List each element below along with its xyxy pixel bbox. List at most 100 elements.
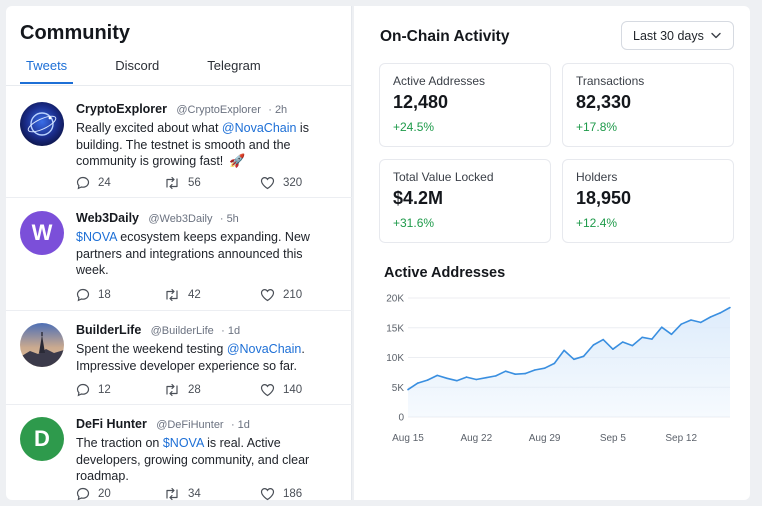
mention-link[interactable]: @NovaChain	[226, 342, 302, 356]
chart-data-point	[709, 316, 712, 318]
chart-data-point	[680, 323, 682, 326]
tweet-author-name[interactable]: Web3Daily	[76, 211, 139, 225]
y-tick-label: 0	[398, 413, 404, 424]
chart-data-point	[641, 336, 643, 339]
landscape-avatar-image	[20, 323, 64, 367]
tweet-item[interactable]: CryptoExplorer @CryptoExplorer · 2h Real…	[6, 96, 352, 198]
chart-data-point	[495, 375, 497, 377]
reply-button[interactable]: 24	[76, 176, 111, 190]
like-button[interactable]: 186	[260, 487, 302, 501]
chart-data-point	[407, 388, 409, 391]
tweet-author-name[interactable]: CryptoExplorer	[76, 102, 167, 116]
like-button[interactable]: 140	[260, 383, 302, 397]
mention-link[interactable]: @NovaChain	[221, 121, 297, 135]
cashtag-link[interactable]: $NOVA	[76, 230, 117, 244]
tweet-item[interactable]: BuilderLife @BuilderLife · 1d Spent the …	[6, 317, 352, 403]
retweet-button[interactable]: 34	[164, 487, 201, 501]
chart-data-point	[514, 373, 517, 376]
onchain-panel: On-Chain Activity Last 30 days Active Ad…	[354, 6, 750, 500]
globe-avatar[interactable]	[20, 102, 64, 146]
active-addresses-chart: 0 5K 10K 15K 20K Aug 15 Aug 22 Aug 29 Sep 5 Sep 1…	[386, 294, 731, 444]
tab-discord[interactable]: Discord	[115, 58, 160, 73]
tweet-item[interactable]: W Web3Daily @Web3Daily · 5h $NOVA ecosys…	[6, 205, 352, 307]
retweet-button[interactable]: 28	[164, 383, 201, 397]
like-count: 186	[283, 488, 303, 500]
reply-button[interactable]: 18	[76, 288, 111, 302]
heart-icon	[260, 487, 275, 501]
retweet-button[interactable]: 56	[164, 176, 201, 190]
x-tick-label: Sep 5	[600, 433, 627, 444]
reply-button[interactable]: 12	[76, 383, 111, 397]
landscape-avatar[interactable]	[20, 323, 64, 367]
chart-data-point	[456, 379, 458, 382]
x-tick-label: Aug 29	[529, 433, 561, 444]
chart-data-point	[660, 326, 663, 329]
x-tick-label: Aug 22	[460, 433, 492, 444]
stat-change: +24.5%	[393, 120, 435, 134]
reply-button[interactable]: 20	[76, 487, 111, 501]
stat-card-holders[interactable]: Holders 18,950 +12.4%	[562, 159, 734, 243]
stat-card-tvl[interactable]: Total Value Locked $4.2M +31.6%	[379, 159, 551, 243]
chart-data-point	[465, 376, 468, 378]
chart-data-point	[690, 319, 692, 321]
onchain-title: On-Chain Activity	[380, 28, 510, 45]
tab-telegram[interactable]: Telegram	[207, 58, 261, 73]
like-count: 140	[283, 384, 303, 396]
chart-data-point	[553, 362, 556, 365]
letter-avatar[interactable]: W	[20, 211, 64, 255]
chart-data-point	[602, 338, 604, 341]
chart-data-point	[582, 355, 585, 358]
x-tick-label: Sep 12	[665, 433, 697, 444]
retweet-icon	[166, 383, 178, 397]
reply-count: 20	[98, 488, 111, 500]
retweet-count: 34	[188, 488, 201, 500]
y-tick-label: 20K	[386, 294, 404, 305]
like-count: 210	[283, 289, 303, 301]
stat-value: 82,330	[576, 92, 632, 112]
y-tick-label: 5K	[392, 383, 405, 394]
letter-avatar[interactable]: D	[20, 417, 64, 461]
chart-data-point	[699, 321, 702, 324]
reply-count: 12	[98, 384, 111, 396]
tweet-text: The traction on $NOVA is real. Active de…	[76, 436, 310, 483]
tweet-author-name[interactable]: DeFi Hunter	[76, 417, 147, 431]
stat-card-active-addresses[interactable]: Active Addresses 12,480 +24.5%	[379, 63, 551, 147]
chart-data-point	[475, 378, 478, 381]
tweet-author-name[interactable]: BuilderLife	[76, 323, 142, 337]
stat-card-transactions[interactable]: Transactions 82,330 +17.8%	[562, 63, 734, 147]
heart-icon	[260, 176, 275, 190]
chart-series-line	[407, 306, 731, 391]
stat-label: Total Value Locked	[393, 170, 494, 184]
tweet-time: · 1d	[230, 419, 250, 431]
chart-data-point	[651, 338, 653, 340]
tweet-text: Spent the weekend testing @NovaChain. Im…	[76, 342, 305, 373]
tweet-item[interactable]: D DeFi Hunter @DeFiHunter · 1d The tract…	[6, 411, 352, 501]
chart-data-point	[612, 348, 614, 351]
tweet-text: $NOVA ecosystem keeps expanding. New par…	[76, 230, 310, 277]
retweet-icon	[166, 176, 178, 190]
divider	[6, 197, 352, 198]
stat-change: +31.6%	[393, 216, 435, 230]
retweet-button[interactable]: 42	[164, 288, 201, 302]
tweet-time: · 1d	[221, 325, 241, 337]
tweet-handle: @Web3Daily	[148, 213, 213, 225]
chart-data-point	[719, 312, 721, 314]
chart-data-point	[729, 306, 731, 309]
community-panel: Community Tweets Discord Telegram	[6, 6, 352, 501]
date-range-dropdown[interactable]: Last 30 days	[621, 21, 734, 50]
like-count: 320	[283, 177, 303, 189]
tab-tweets[interactable]: Tweets	[20, 56, 74, 84]
chart-data-point	[524, 372, 526, 375]
date-range-label: Last 30 days	[633, 28, 704, 43]
retweet-count: 28	[188, 384, 201, 396]
tweet-handle: @CryptoExplorer	[176, 104, 261, 116]
stat-change: +12.4%	[576, 216, 618, 230]
like-button[interactable]: 210	[260, 288, 302, 302]
heart-icon	[260, 383, 275, 397]
tweet-text: Really excited about what @NovaChain is …	[76, 121, 309, 168]
divider	[6, 310, 352, 311]
cashtag-link[interactable]: $NOVA	[162, 436, 204, 450]
stat-value: 12,480	[393, 92, 449, 112]
like-button[interactable]: 320	[260, 176, 302, 190]
chart-area-fill	[408, 307, 730, 417]
